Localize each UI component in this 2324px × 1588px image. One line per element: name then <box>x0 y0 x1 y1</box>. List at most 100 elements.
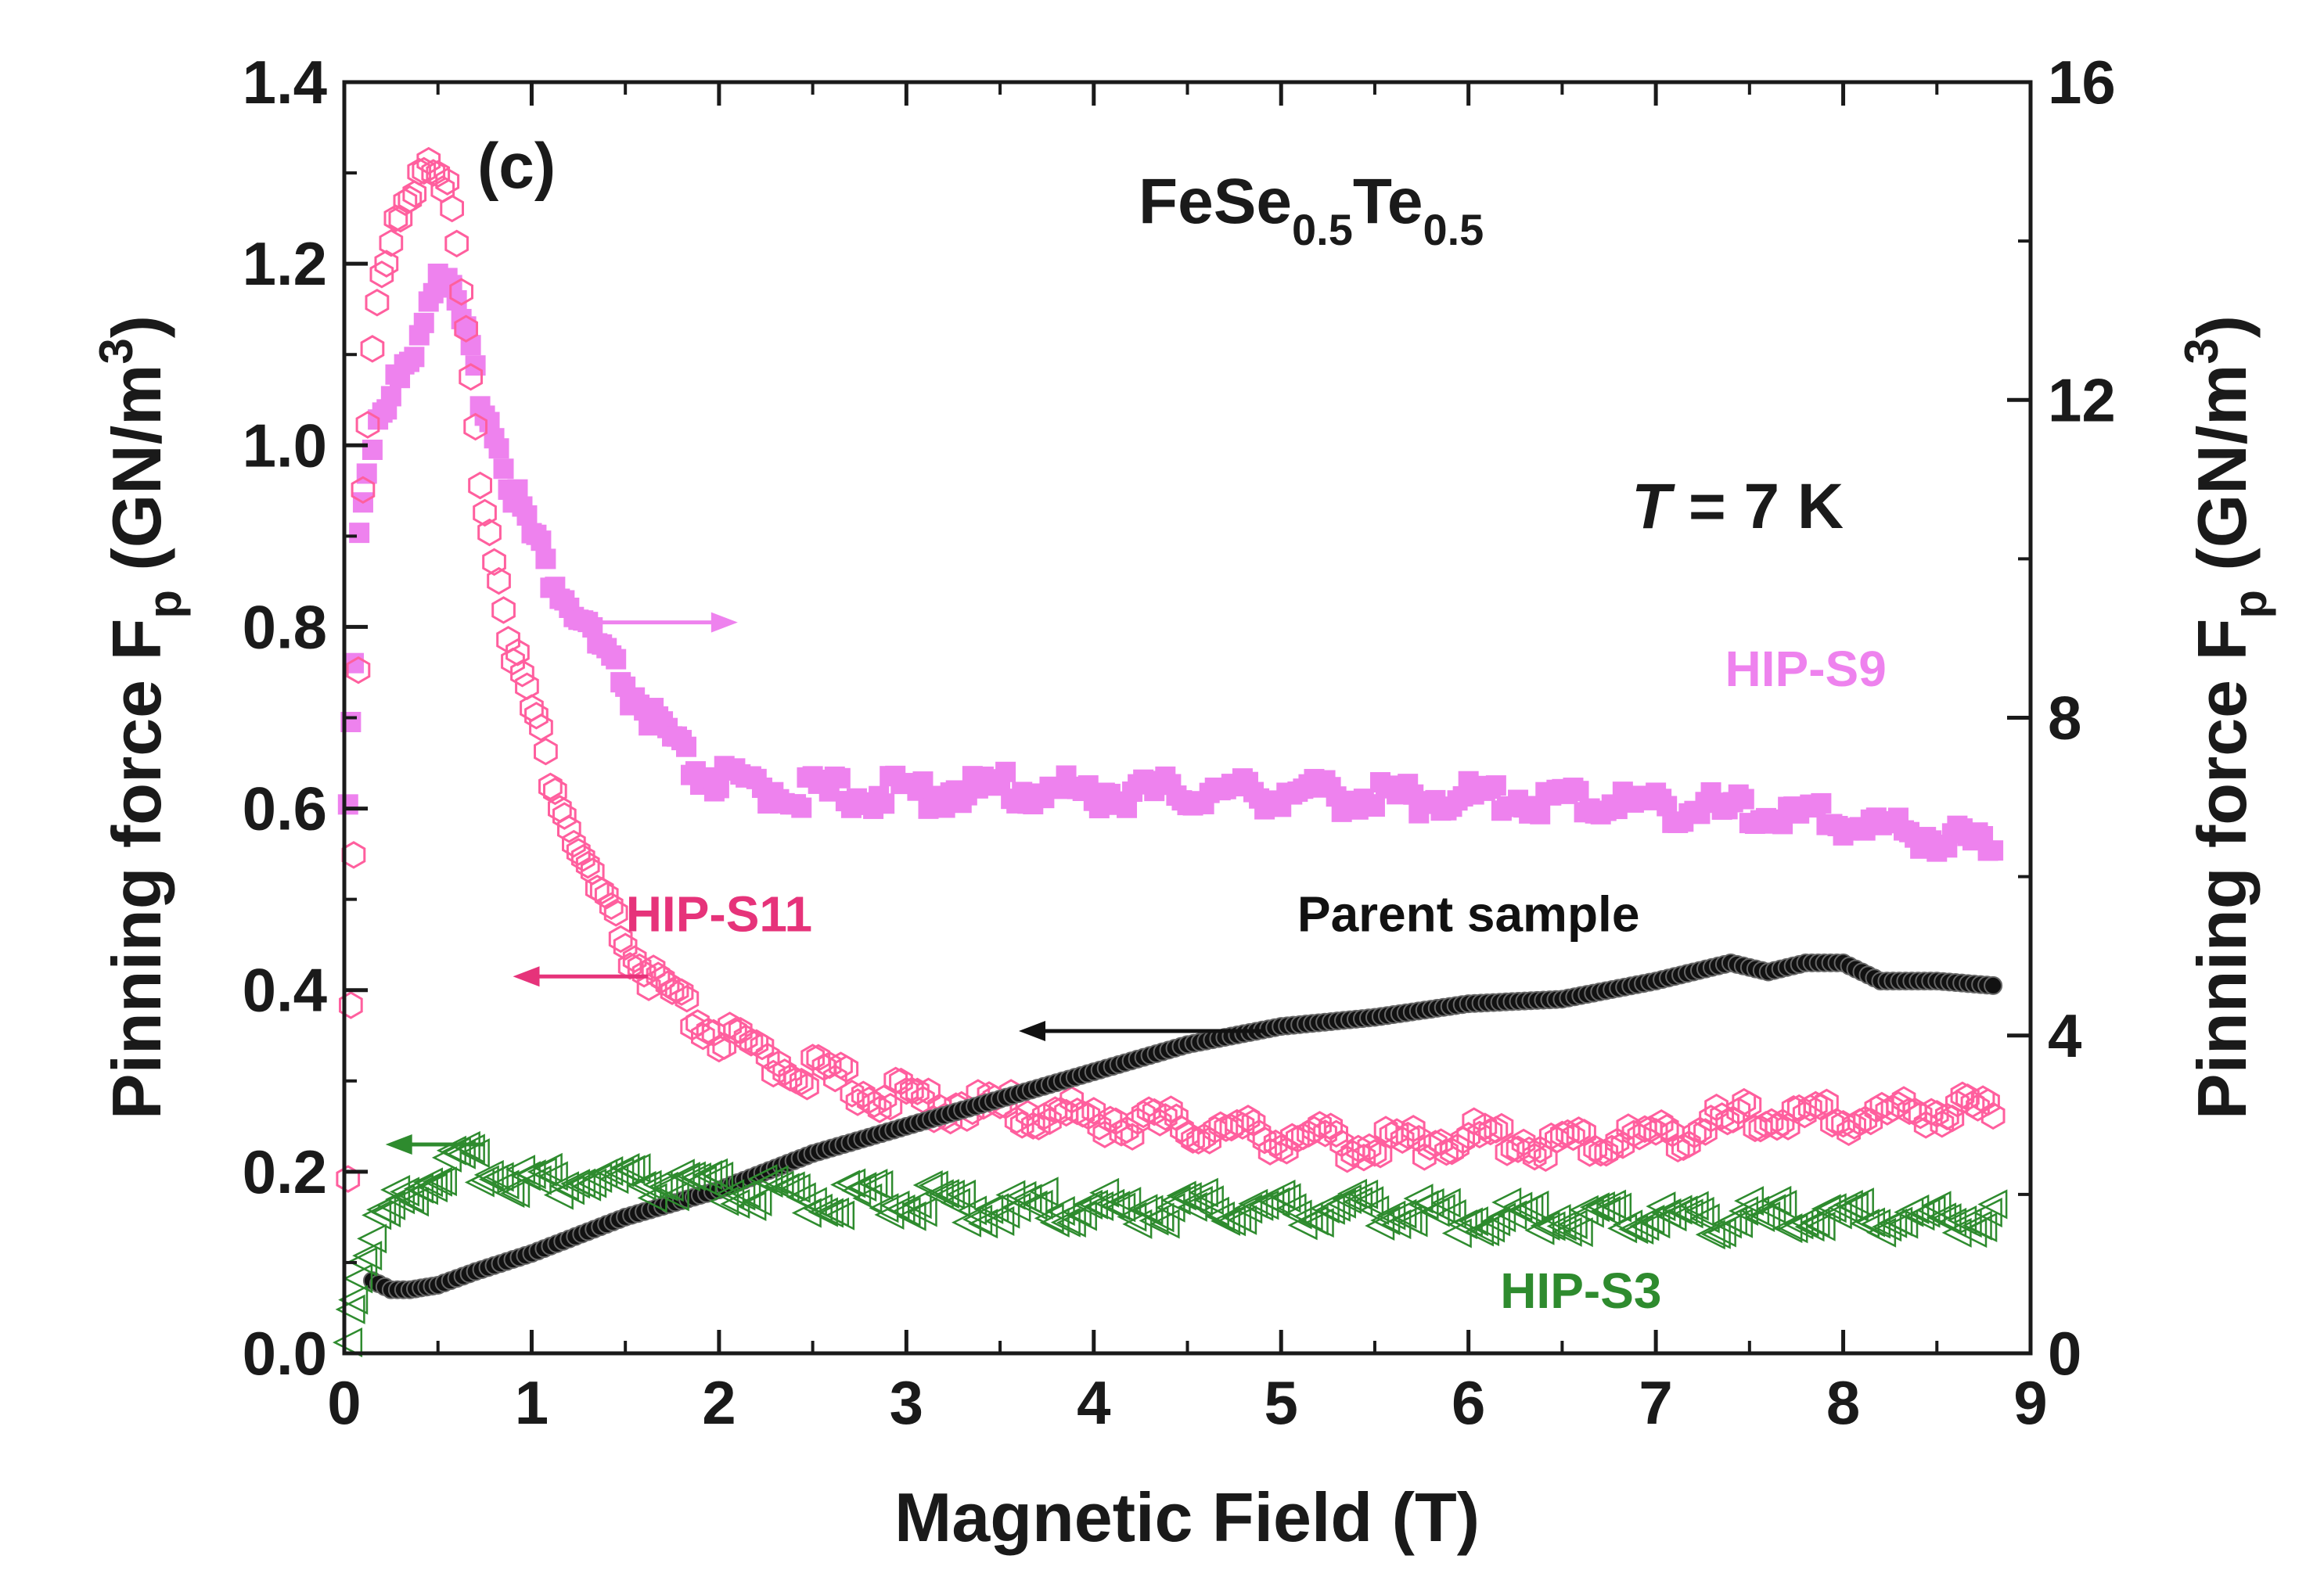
data-point <box>650 965 675 993</box>
data-point <box>1484 1116 1509 1144</box>
arrow-head <box>513 966 540 987</box>
data-point <box>1023 1189 1053 1220</box>
compound-title-mid: Te <box>1353 166 1423 237</box>
data-point <box>1980 1101 2006 1130</box>
data-point <box>549 1171 579 1202</box>
data-point <box>606 648 627 670</box>
data-point <box>1017 1190 1048 1220</box>
data-point <box>543 777 567 806</box>
data-point <box>1485 775 1506 796</box>
data-point <box>599 1164 629 1195</box>
data-point <box>1072 1189 1103 1220</box>
data-point <box>823 1064 847 1093</box>
series-hip-s11 <box>336 146 2006 1193</box>
data-point <box>901 1189 932 1220</box>
data-point <box>1370 1205 1401 1236</box>
data-point <box>1899 1194 1930 1224</box>
data-point <box>613 932 638 961</box>
data-point <box>416 146 441 175</box>
data-point <box>421 159 446 187</box>
data-point <box>404 347 425 368</box>
axis-ticks <box>342 80 2033 1356</box>
data-point <box>1373 1116 1398 1144</box>
data-point <box>501 647 525 676</box>
data-point <box>867 1095 892 1123</box>
data-point <box>431 1142 462 1173</box>
data-point <box>1594 1138 1619 1167</box>
data-point <box>1348 1179 1379 1209</box>
y-left-title-main: Pinning force F <box>98 619 175 1119</box>
data-point <box>535 548 556 569</box>
data-point <box>1109 1119 1134 1147</box>
data-point <box>332 1328 363 1358</box>
data-point <box>473 498 497 527</box>
data-point <box>380 386 401 407</box>
data-point <box>398 1187 430 1217</box>
data-point <box>393 188 418 217</box>
data-point <box>594 882 619 910</box>
data-point <box>1733 789 1754 810</box>
y-right-title-unit: (GN/m <box>2183 365 2261 590</box>
data-point <box>940 1187 970 1218</box>
data-point <box>1527 1135 1552 1164</box>
data-point <box>532 1152 563 1183</box>
data-point <box>840 1080 865 1108</box>
data-point <box>1557 1209 1588 1240</box>
data-point <box>557 815 581 843</box>
data-point <box>1304 1208 1334 1238</box>
series-label-hip-s3: HIP-S3 <box>1500 1263 1661 1319</box>
arrow-head <box>711 612 738 633</box>
data-point <box>1585 1191 1615 1222</box>
data-point <box>1480 1206 1511 1237</box>
data-point <box>707 1034 732 1063</box>
data-point <box>708 778 729 799</box>
data-point <box>675 984 700 1013</box>
data-point <box>1100 1191 1131 1221</box>
data-point <box>1967 1212 1998 1243</box>
axis-tick-labels: 0 1 2 3 4 5 6 7 8 90.00.20.40.60.81.01.21.4048121… <box>243 48 2116 1437</box>
data-point <box>335 1294 365 1324</box>
data-point <box>412 1167 443 1198</box>
data-point <box>402 180 427 208</box>
data-point <box>603 899 628 927</box>
data-point <box>337 794 358 815</box>
data-point <box>929 1179 959 1209</box>
data-point <box>566 838 591 866</box>
data-point <box>1844 1187 1874 1218</box>
x-tick-label: 2 <box>702 1368 736 1437</box>
data-point <box>1756 1194 1786 1224</box>
data-point <box>1797 1094 1822 1123</box>
data-point <box>538 772 563 801</box>
data-point <box>1054 1098 1078 1127</box>
data-point <box>507 479 528 500</box>
data-point <box>1706 1217 1736 1248</box>
data-point <box>1695 1220 1725 1250</box>
data-point <box>1715 1107 1739 1136</box>
data-point <box>1737 1090 1762 1119</box>
data-point <box>1602 1192 1632 1223</box>
x-tick-label: 8 <box>1826 1368 1860 1437</box>
data-point <box>660 977 685 1005</box>
data-point <box>750 1032 775 1061</box>
x-tick-label: 7 <box>1639 1368 1672 1437</box>
data-point <box>1754 1110 1779 1139</box>
data-point <box>636 973 661 1001</box>
data-point <box>769 1173 800 1203</box>
data-point <box>863 1169 894 1200</box>
data-point <box>1640 1209 1671 1239</box>
data-point <box>1941 1217 1972 1248</box>
data-point <box>1931 1203 1962 1234</box>
data-point <box>515 672 539 701</box>
data-point <box>675 736 696 757</box>
data-point <box>1362 1139 1387 1167</box>
data-point <box>621 1153 651 1184</box>
y-left-tick-label: 1.0 <box>243 411 327 480</box>
data-point <box>1401 1115 1426 1143</box>
data-point <box>1820 1109 1844 1138</box>
data-point <box>360 335 385 363</box>
data-point <box>390 1177 420 1207</box>
data-point <box>351 476 376 505</box>
data-point <box>426 160 451 189</box>
data-point <box>1188 1177 1218 1208</box>
data-point <box>1568 781 1589 802</box>
